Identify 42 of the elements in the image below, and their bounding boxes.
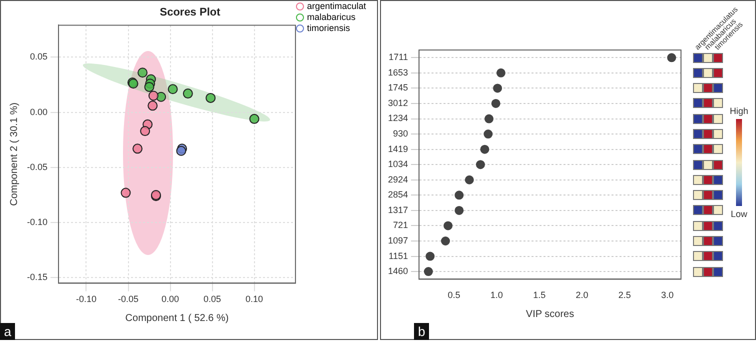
text: b	[414, 323, 430, 340]
text: Low	[730, 209, 748, 219]
y-tick-label: 0.05	[30, 52, 48, 62]
x-tick-label: -0.05	[118, 294, 139, 304]
x-tick-label: 2.0	[576, 290, 588, 300]
y-tick-label: 2924	[388, 174, 408, 184]
x-tick-label: 0.05	[204, 294, 222, 304]
y-axis-title: Component 2 ( 30.1 %)	[8, 102, 20, 206]
y-tick-label: 1711	[388, 52, 408, 62]
y-tick-label: 721	[392, 220, 408, 230]
x-tick-label: 1.5	[533, 290, 546, 300]
x-axis-title: VIP scores	[526, 308, 574, 320]
y-tick-label: 1419	[388, 144, 408, 154]
y-tick-label: 1151	[388, 250, 408, 261]
y-tick-label: 1097	[388, 235, 408, 246]
y-tick-label: 2854	[388, 190, 408, 200]
y-tick-label: 0.00	[30, 106, 48, 117]
y-tick-label: 3012	[388, 98, 408, 108]
legend-label: argentimaculat	[306, 0, 366, 11]
y-tick-label: 1653	[388, 67, 408, 78]
legend-label: timoriensis	[306, 22, 350, 33]
y-tick-label: -0.10	[27, 217, 48, 228]
y-tick-label: -0.15	[27, 272, 48, 282]
text: High	[729, 106, 749, 116]
y-tick-label: 1234	[388, 113, 408, 124]
y-tick-label: 1745	[388, 82, 408, 93]
x-tick-label: 2.5	[618, 290, 631, 300]
x-tick-label: 1.0	[490, 290, 503, 300]
x-tick-label: 3.0	[661, 290, 674, 300]
y-tick-label: 1317	[388, 204, 408, 215]
legend-label: malabaricus	[306, 12, 356, 22]
y-tick-label: 1034	[388, 159, 408, 170]
x-tick-label: 0.00	[162, 294, 180, 304]
x-axis-title: Component 1 ( 52.6 %)	[125, 312, 229, 324]
x-tick-label: 0.5	[448, 290, 460, 300]
y-tick-label: 1460	[388, 266, 408, 276]
text: a	[0, 323, 16, 340]
chart-title: Scores Plot	[160, 6, 221, 19]
x-tick-label: 0.10	[246, 294, 264, 304]
y-tick-label: 930	[392, 128, 408, 139]
x-tick-label: -0.10	[76, 294, 96, 304]
y-tick-label: -0.05	[27, 162, 48, 172]
